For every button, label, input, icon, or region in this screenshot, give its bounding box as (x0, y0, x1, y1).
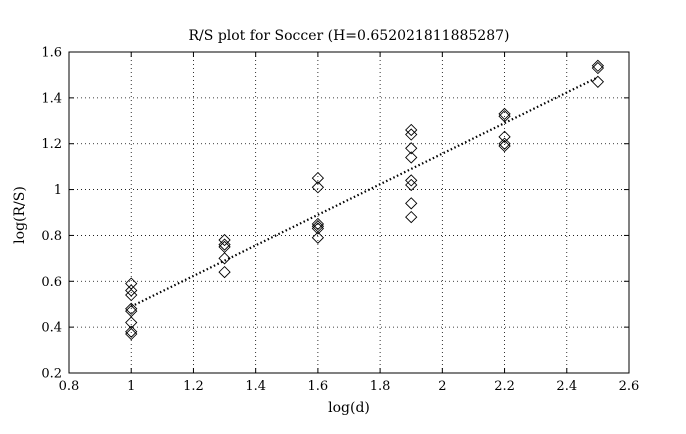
data-point-diamond (311, 222, 325, 235)
y-tick-label: 1 (54, 183, 62, 198)
data-point-diamond (498, 139, 511, 153)
data-point-diamond (311, 217, 325, 231)
x-tick-label: 0.8 (59, 379, 80, 394)
data-point-diamond (311, 231, 325, 244)
x-tick-label: 1.4 (245, 379, 266, 394)
x-tick-label: 1.8 (370, 379, 391, 394)
data-point-diamond (591, 59, 605, 72)
x-tick-label: 1.2 (183, 379, 204, 394)
data-point-diamond (218, 265, 231, 279)
x-tick-label: 2.4 (556, 379, 577, 394)
y-tick-label: 0.6 (41, 275, 62, 290)
y-tick-label: 1.6 (41, 46, 62, 61)
data-point-diamond (405, 123, 418, 137)
fit-line-layer (130, 76, 599, 308)
data-point-diamond (405, 142, 418, 155)
y-tick-label: 1.2 (41, 137, 62, 152)
data-point-diamond (125, 327, 138, 341)
y-axis-label: log(R/S) (12, 186, 28, 244)
data-point-diamond (311, 181, 325, 194)
data-point-diamond (218, 233, 231, 247)
data-point-diamond (591, 75, 605, 88)
data-points (125, 59, 605, 341)
data-point-diamond (311, 171, 325, 185)
data-point-diamond (125, 302, 138, 315)
data-point-diamond (498, 107, 511, 121)
x-tick-label: 2.2 (494, 379, 515, 394)
data-point-diamond (218, 252, 231, 265)
axes (68, 51, 630, 374)
chart-title: R/S plot for Soccer (H=0.652021811885287… (189, 28, 510, 44)
tick-labels: 0.8 1 1.2 1.4 1.6 1.8 2 2.2 2.4 2.6 0.2 0.4 0.6 0.8 1 1… (41, 46, 639, 395)
x-tick-label: 1.6 (308, 379, 329, 394)
y-tick-label: 0.4 (41, 321, 62, 336)
grid-lines (69, 52, 629, 373)
data-point-diamond (125, 325, 138, 338)
y-tick-label: 0.8 (41, 229, 62, 244)
y-tick-label: 0.2 (41, 367, 62, 382)
plot-frame (68, 51, 630, 374)
data-point-diamond (498, 130, 511, 143)
data-point-diamond (405, 178, 418, 192)
fit-line (130, 76, 599, 308)
data-point-diamond (591, 61, 605, 75)
data-point-diamond (125, 288, 138, 302)
data-point-diamond (498, 110, 511, 123)
x-tick-label: 2.6 (619, 379, 640, 394)
data-point-diamond (405, 197, 418, 210)
data-point-diamond (405, 128, 418, 141)
data-point-diamond (405, 174, 418, 187)
y-tick-label: 1.4 (41, 91, 62, 106)
data-point-diamond (405, 210, 418, 224)
data-point-diamond (498, 137, 511, 150)
data-point-diamond (405, 151, 418, 164)
data-point-diamond (125, 277, 138, 290)
x-axis-label: log(d) (328, 400, 370, 416)
data-point-diamond (218, 238, 231, 251)
x-tick-label: 1 (127, 379, 135, 394)
data-point-diamond (125, 284, 138, 297)
x-tick-label: 2 (438, 379, 446, 394)
